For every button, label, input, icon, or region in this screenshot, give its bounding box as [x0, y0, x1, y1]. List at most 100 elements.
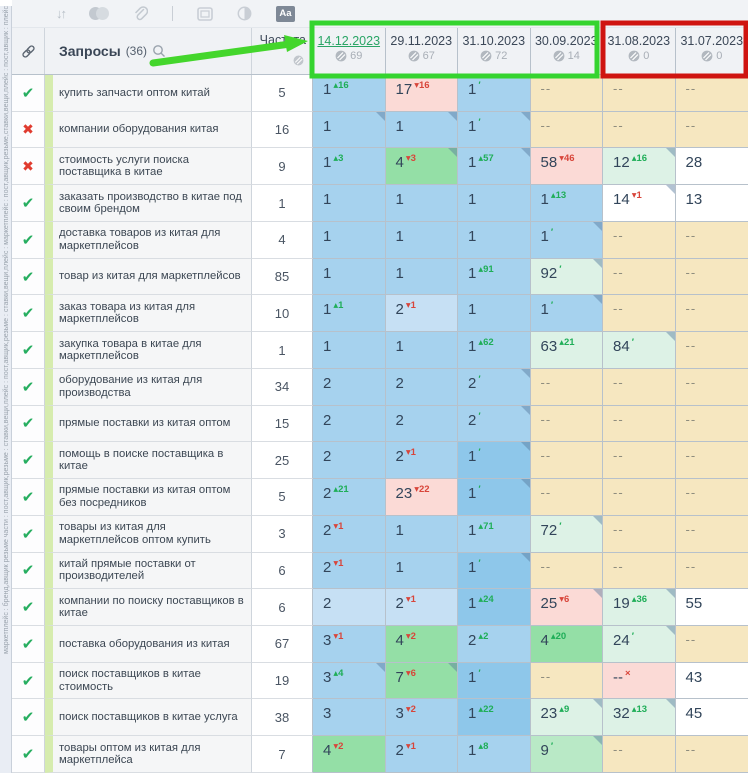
cross-icon[interactable]: ✖	[22, 157, 34, 174]
font-size-icon[interactable]: Aa	[276, 5, 295, 22]
keyword-cell[interactable]: доставка товаров из китая для маркетплей…	[45, 221, 252, 259]
position-cell[interactable]: 3 ▾1	[313, 626, 386, 663]
position-cell[interactable]: 4 ▾3	[385, 148, 458, 186]
position-cell[interactable]: 1	[458, 185, 531, 222]
keyword-cell[interactable]: прямые поставки из китая оптом без посре…	[45, 479, 252, 516]
position-cell[interactable]: -- ×	[603, 662, 676, 700]
position-cell[interactable]: 1	[385, 111, 458, 149]
check-icon[interactable]: ✔	[21, 231, 35, 249]
keyword-status-cell[interactable]: ✔	[12, 332, 45, 369]
position-cell[interactable]: --	[675, 515, 748, 553]
position-cell[interactable]: 1	[313, 185, 386, 222]
cross-icon[interactable]: ✖	[22, 121, 34, 138]
position-cell[interactable]: 2 ▴21	[313, 479, 386, 516]
position-cell[interactable]: 25 ▾6	[530, 589, 603, 627]
position-cell[interactable]: 63 ▴21	[530, 332, 603, 369]
position-cell[interactable]: 1 ▴71	[458, 515, 531, 553]
keyword-cell[interactable]: компании по поиску поставщиков в китае	[45, 589, 252, 627]
check-icon[interactable]: ✔	[21, 84, 35, 102]
keyword-cell[interactable]: оборудование из китая для производства	[45, 368, 252, 406]
position-cell[interactable]: 43	[675, 662, 748, 700]
position-cell[interactable]: 17 ▾16	[385, 75, 458, 112]
position-cell[interactable]: --	[530, 75, 603, 112]
position-cell[interactable]: 4 ▾2	[385, 626, 458, 663]
check-icon[interactable]: ✔	[21, 452, 35, 470]
position-cell[interactable]: 2 ▾1	[385, 442, 458, 480]
position-cell[interactable]: --	[603, 736, 676, 773]
check-icon[interactable]: ✔	[21, 746, 35, 764]
keyword-status-cell[interactable]: ✔	[12, 75, 45, 112]
position-cell[interactable]: 84 ′	[603, 332, 676, 369]
position-cell[interactable]: 28	[675, 148, 748, 186]
position-cell[interactable]: 1	[385, 221, 458, 259]
keyword-cell[interactable]: товар из китая для маркетплейсов	[45, 258, 252, 296]
queries-header[interactable]: Запросы (36)	[45, 28, 252, 74]
position-cell[interactable]: --	[530, 405, 603, 443]
position-cell[interactable]: 1 ▴62	[458, 332, 531, 369]
position-cell[interactable]: 1	[313, 332, 386, 369]
check-icon[interactable]: ✔	[21, 562, 35, 580]
keyword-status-cell[interactable]: ✔	[12, 736, 45, 773]
position-cell[interactable]: 45	[675, 699, 748, 737]
check-icon[interactable]: ✔	[21, 305, 35, 323]
keyword-status-cell[interactable]: ✔	[12, 626, 45, 663]
position-cell[interactable]: 9 ′	[530, 736, 603, 773]
position-cell[interactable]: --	[675, 221, 748, 259]
position-cell[interactable]: 2 ′	[458, 405, 531, 443]
position-cell[interactable]: 2	[313, 368, 386, 406]
position-cell[interactable]: 1	[385, 515, 458, 553]
position-cell[interactable]: 7 ▾6	[385, 662, 458, 700]
check-icon[interactable]: ✔	[21, 342, 35, 359]
position-cell[interactable]: 2	[313, 442, 386, 480]
position-cell[interactable]: 4 ▴20	[530, 626, 603, 663]
position-cell[interactable]: --	[603, 552, 676, 590]
position-cell[interactable]: 58 ▾46	[530, 148, 603, 186]
position-cell[interactable]: 1 ▴16	[313, 75, 386, 112]
keyword-cell[interactable]: заказ товара из китая для маркетплейсов	[45, 295, 252, 333]
keyword-status-cell[interactable]: ✔	[12, 515, 45, 553]
keyword-status-cell[interactable]: ✖	[12, 148, 45, 186]
position-cell[interactable]: 1 ▴8	[458, 736, 531, 773]
keyword-cell[interactable]: поиск поставщиков в китае услуга	[45, 699, 252, 737]
position-cell[interactable]: 1 ▴91	[458, 258, 531, 296]
position-cell[interactable]: --	[603, 368, 676, 406]
position-cell[interactable]: 1 ′	[458, 552, 531, 590]
check-icon[interactable]: ✔	[21, 268, 35, 286]
position-cell[interactable]: --	[675, 736, 748, 773]
position-cell[interactable]: --	[675, 295, 748, 333]
position-cell[interactable]: 1 ▴1	[313, 295, 386, 333]
keyword-cell[interactable]: поставка оборудования из китая	[45, 626, 252, 663]
position-cell[interactable]: 2 ▾1	[385, 295, 458, 333]
keyword-status-cell[interactable]: ✖	[12, 111, 45, 149]
position-cell[interactable]: 13	[675, 185, 748, 222]
keyword-cell[interactable]: компании оборудования китая	[45, 111, 252, 149]
date-column-header[interactable]: 29.11.2023 67	[386, 28, 458, 74]
date-column-header[interactable]: 31.08.2023 0	[603, 28, 676, 74]
position-cell[interactable]: 2 ′	[458, 368, 531, 406]
date-label[interactable]: 14.12.2023	[317, 34, 381, 48]
position-cell[interactable]: 1 ′	[458, 479, 531, 516]
position-cell[interactable]: --	[675, 552, 748, 590]
check-icon[interactable]: ✔	[21, 488, 35, 506]
position-cell[interactable]: 12 ▴16	[603, 148, 676, 186]
keyword-cell[interactable]: поиск поставщиков в китае стоимость	[45, 662, 252, 700]
position-cell[interactable]: --	[530, 111, 603, 149]
position-cell[interactable]: --	[603, 442, 676, 480]
position-cell[interactable]: 92 ′	[530, 258, 603, 296]
position-cell[interactable]: 1 ▴13	[530, 185, 603, 222]
keyword-cell[interactable]: китай прямые поставки от производителей	[45, 552, 252, 590]
position-cell[interactable]: --	[675, 626, 748, 663]
position-cell[interactable]: 3 ▴4	[313, 662, 386, 700]
keyword-status-cell[interactable]: ✔	[12, 258, 45, 296]
position-cell[interactable]: 1	[385, 185, 458, 222]
position-cell[interactable]: 3	[313, 699, 386, 737]
check-icon[interactable]: ✔	[21, 599, 35, 617]
position-cell[interactable]: 24 ′	[603, 626, 676, 663]
position-cell[interactable]: 1 ′	[458, 111, 531, 149]
keyword-status-cell[interactable]: ✔	[12, 221, 45, 259]
keyword-cell[interactable]: товары оптом из китая для маркетплейса	[45, 736, 252, 773]
keyword-status-cell[interactable]: ✔	[12, 552, 45, 590]
position-cell[interactable]: --	[603, 295, 676, 333]
position-cell[interactable]: --	[675, 75, 748, 112]
keyword-status-cell[interactable]: ✔	[12, 479, 45, 516]
